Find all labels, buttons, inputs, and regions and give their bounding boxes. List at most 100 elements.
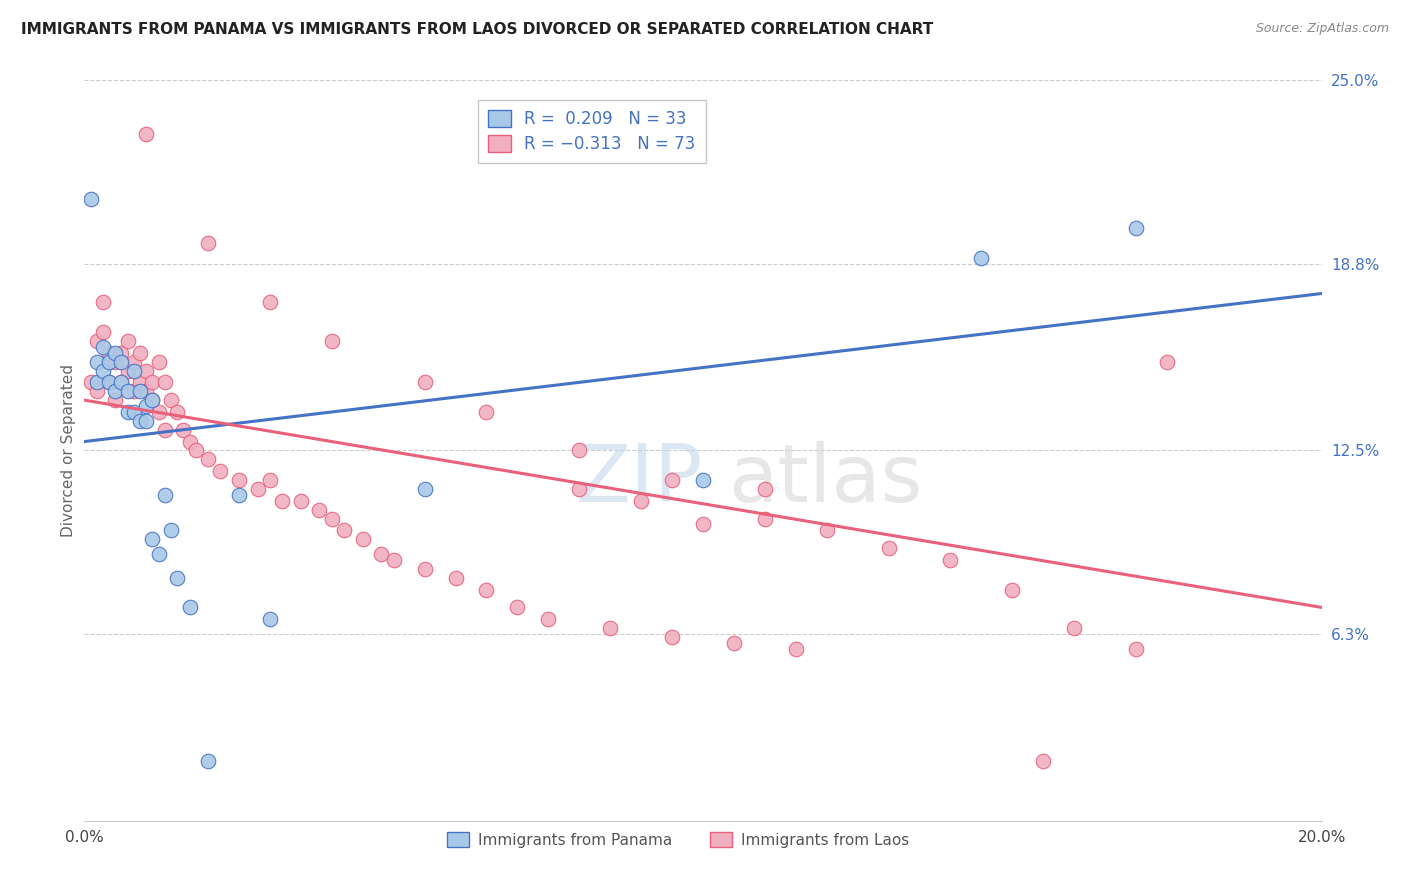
Point: [413, 376, 436, 390]
Point: [122, 405, 145, 419]
Point: [1125, 221, 1147, 235]
Point: [1063, 621, 1085, 635]
Point: [815, 524, 838, 538]
Point: [413, 562, 436, 576]
Point: [91, 363, 114, 377]
Legend: Immigrants from Panama, Immigrants from Laos: Immigrants from Panama, Immigrants from …: [441, 825, 915, 854]
Point: [122, 354, 145, 368]
Point: [135, 414, 157, 428]
Point: [179, 434, 201, 449]
Point: [135, 384, 157, 399]
Point: [141, 376, 163, 390]
Point: [271, 493, 294, 508]
Point: [91, 340, 114, 354]
Point: [661, 630, 683, 644]
Point: [568, 443, 591, 458]
Point: [692, 473, 714, 487]
Point: [172, 423, 194, 437]
Point: [135, 127, 157, 141]
Point: [630, 493, 652, 508]
Point: [228, 473, 250, 487]
Point: [475, 582, 498, 597]
Point: [290, 493, 312, 508]
Text: ZIP: ZIP: [575, 441, 703, 519]
Point: [785, 641, 807, 656]
Y-axis label: Divorced or Separated: Divorced or Separated: [60, 364, 76, 537]
Point: [91, 325, 114, 339]
Point: [148, 405, 170, 419]
Point: [382, 553, 405, 567]
Point: [129, 345, 152, 359]
Point: [444, 571, 467, 585]
Point: [129, 376, 152, 390]
Point: [197, 755, 219, 769]
Point: [79, 376, 101, 390]
Point: [160, 524, 183, 538]
Point: [1156, 354, 1178, 368]
Point: [179, 600, 201, 615]
Point: [321, 511, 343, 525]
Point: [86, 334, 108, 348]
Point: [754, 482, 776, 496]
Point: [352, 533, 374, 547]
Point: [160, 393, 183, 408]
Point: [141, 533, 163, 547]
Point: [197, 236, 219, 251]
Point: [537, 612, 560, 626]
Point: [98, 345, 121, 359]
Point: [117, 384, 139, 399]
Point: [246, 482, 269, 496]
Point: [104, 354, 127, 368]
Point: [86, 354, 108, 368]
Point: [148, 547, 170, 561]
Point: [166, 405, 188, 419]
Point: [122, 363, 145, 377]
Point: [148, 354, 170, 368]
Point: [122, 384, 145, 399]
Point: [970, 251, 993, 265]
Point: [1001, 582, 1024, 597]
Point: [117, 405, 139, 419]
Point: [110, 345, 132, 359]
Point: [259, 612, 281, 626]
Point: [153, 376, 176, 390]
Point: [117, 334, 139, 348]
Point: [259, 295, 281, 310]
Text: IMMIGRANTS FROM PANAMA VS IMMIGRANTS FROM LAOS DIVORCED OR SEPARATED CORRELATION: IMMIGRANTS FROM PANAMA VS IMMIGRANTS FRO…: [21, 22, 934, 37]
Point: [754, 511, 776, 525]
Point: [1032, 755, 1054, 769]
Point: [259, 473, 281, 487]
Point: [939, 553, 962, 567]
Point: [135, 363, 157, 377]
Point: [197, 452, 219, 467]
Point: [86, 376, 108, 390]
Point: [723, 636, 745, 650]
Point: [104, 384, 127, 399]
Point: [86, 384, 108, 399]
Point: [98, 376, 121, 390]
Point: [110, 376, 132, 390]
Point: [506, 600, 529, 615]
Point: [129, 384, 152, 399]
Point: [91, 295, 114, 310]
Point: [110, 376, 132, 390]
Point: [110, 354, 132, 368]
Point: [692, 517, 714, 532]
Point: [117, 363, 139, 377]
Point: [661, 473, 683, 487]
Point: [104, 345, 127, 359]
Point: [166, 571, 188, 585]
Point: [153, 488, 176, 502]
Point: [104, 393, 127, 408]
Point: [184, 443, 207, 458]
Point: [877, 541, 900, 556]
Point: [568, 482, 591, 496]
Point: [1125, 641, 1147, 656]
Point: [333, 524, 356, 538]
Point: [79, 192, 101, 206]
Point: [135, 399, 157, 413]
Point: [141, 393, 163, 408]
Point: [209, 464, 232, 478]
Point: [228, 488, 250, 502]
Point: [98, 354, 121, 368]
